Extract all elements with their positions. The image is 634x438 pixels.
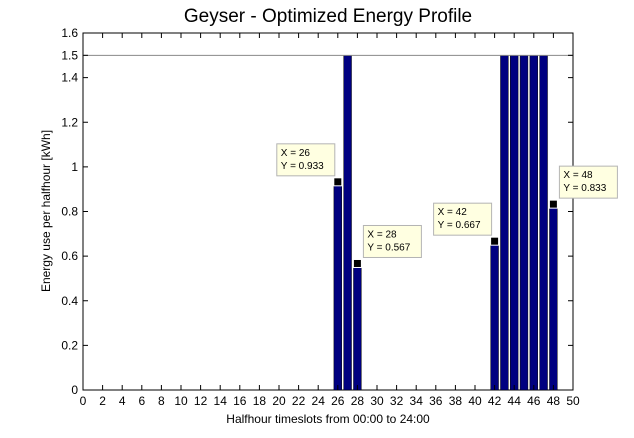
datatip-y-text: Y = 0.567 xyxy=(367,242,410,253)
x-tick-label: 22 xyxy=(292,394,306,408)
x-tick-label: 30 xyxy=(370,394,384,408)
y-tick-label: 0.8 xyxy=(61,205,78,219)
x-tick-label: 36 xyxy=(429,394,443,408)
x-tick-label: 32 xyxy=(390,394,404,408)
y-tick-label: 1.5 xyxy=(61,48,78,62)
bar xyxy=(343,55,352,391)
x-tick-label: 8 xyxy=(158,394,165,408)
x-tick-label: 4 xyxy=(119,394,126,408)
x-tick-label: 48 xyxy=(547,394,561,408)
bar xyxy=(519,55,529,391)
x-tick-label: 46 xyxy=(527,394,541,408)
datatip-box xyxy=(433,202,493,236)
y-tick-label: 1.2 xyxy=(61,115,78,129)
datatip-box xyxy=(558,165,618,199)
x-tick-label: 2 xyxy=(99,394,106,408)
x-tick-label: 14 xyxy=(214,394,228,408)
bar xyxy=(539,55,548,391)
x-tick-label: 42 xyxy=(488,394,502,408)
bar xyxy=(510,55,519,391)
x-tick-label: 34 xyxy=(410,394,424,408)
bar xyxy=(500,55,509,391)
x-tick-label: 38 xyxy=(449,394,463,408)
y-tick-label: 1 xyxy=(71,160,78,174)
bar xyxy=(353,263,362,391)
datatip-marker xyxy=(548,199,558,209)
chart-title: Geyser - Optimized Energy Profile xyxy=(184,6,472,27)
datatip-marker xyxy=(333,177,343,187)
datatip-marker xyxy=(352,258,362,268)
plot-area: 0 2 4 6 8 10 12 14 16 18 20 22 24 26 28 30 32 34 36 38 40 42 4… xyxy=(61,26,618,408)
bar xyxy=(490,240,499,391)
x-tick-label: 0 xyxy=(80,394,87,408)
x-tick-label: 10 xyxy=(174,394,188,408)
x-tick-label: 50 xyxy=(566,394,580,408)
y-tick-label: 1.4 xyxy=(61,71,78,85)
y-tick-label: 1.6 xyxy=(61,26,78,40)
plot-frame xyxy=(82,32,574,391)
datatip-x-text: X = 42 xyxy=(438,207,468,218)
datatip-y-text: Y = 0.933 xyxy=(281,161,324,172)
datatip-marker xyxy=(490,236,500,246)
x-tick-label: 44 xyxy=(508,394,522,408)
datatip-y-text: Y = 0.667 xyxy=(438,220,481,231)
x-tick-label: 18 xyxy=(253,394,267,408)
y-tick-label: 0.2 xyxy=(61,338,78,352)
x-tick-label: 16 xyxy=(233,394,247,408)
y-tick-label: 0.6 xyxy=(61,249,78,263)
x-tick-label: 24 xyxy=(312,394,326,408)
y-axis-label: Energy use per halfhour [kWh] xyxy=(39,130,53,292)
x-tick-label: 12 xyxy=(194,394,208,408)
datatip-x-text: X = 48 xyxy=(563,170,593,181)
y-tick-label: 0.4 xyxy=(61,294,78,308)
bar xyxy=(549,203,558,391)
x-tick-label: 20 xyxy=(272,394,286,408)
datatip-box xyxy=(362,224,422,258)
x-tick-label: 6 xyxy=(138,394,145,408)
x-tick-label: 26 xyxy=(331,394,345,408)
datatip-x-text: X = 28 xyxy=(367,229,397,240)
x-tick-label: 28 xyxy=(351,394,365,408)
datatip-y-text: Y = 0.833 xyxy=(563,183,606,194)
datatip-x-text: X = 26 xyxy=(281,148,311,159)
bar xyxy=(333,181,342,391)
y-tick-label: 0 xyxy=(71,383,78,397)
x-tick-label: 40 xyxy=(468,394,482,408)
datatip-box xyxy=(276,143,336,177)
bar xyxy=(529,55,538,391)
x-axis-label: Halfhour timeslots from 00:00 to 24:00 xyxy=(226,412,430,426)
